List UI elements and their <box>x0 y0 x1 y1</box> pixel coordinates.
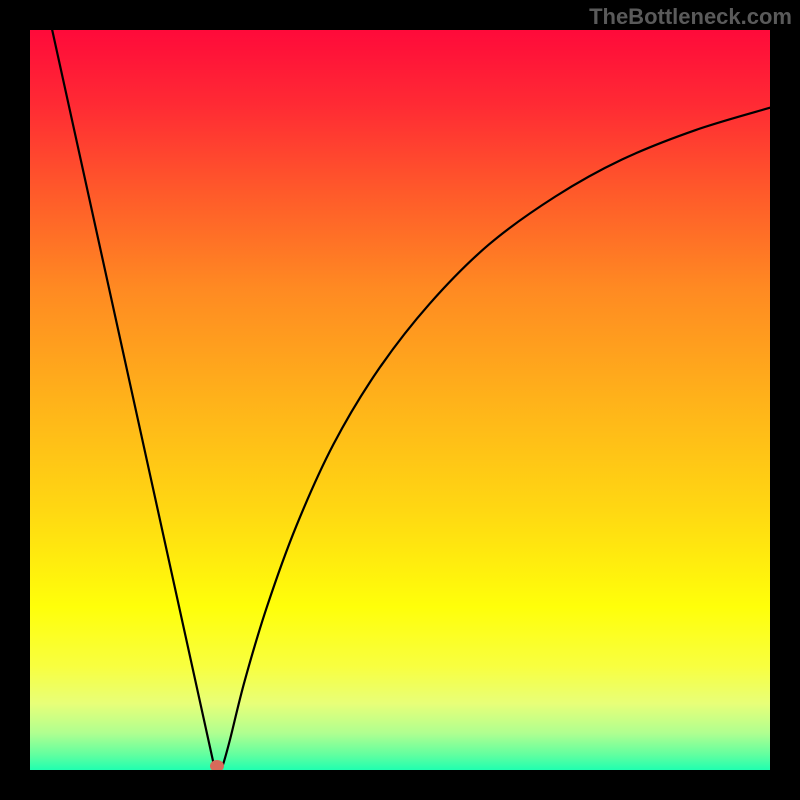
watermark-text: TheBottleneck.com <box>589 4 792 30</box>
vertex-marker <box>210 760 224 770</box>
chart-container: TheBottleneck.com <box>0 0 800 800</box>
plot-area <box>30 30 770 770</box>
bottleneck-curve <box>30 30 770 770</box>
